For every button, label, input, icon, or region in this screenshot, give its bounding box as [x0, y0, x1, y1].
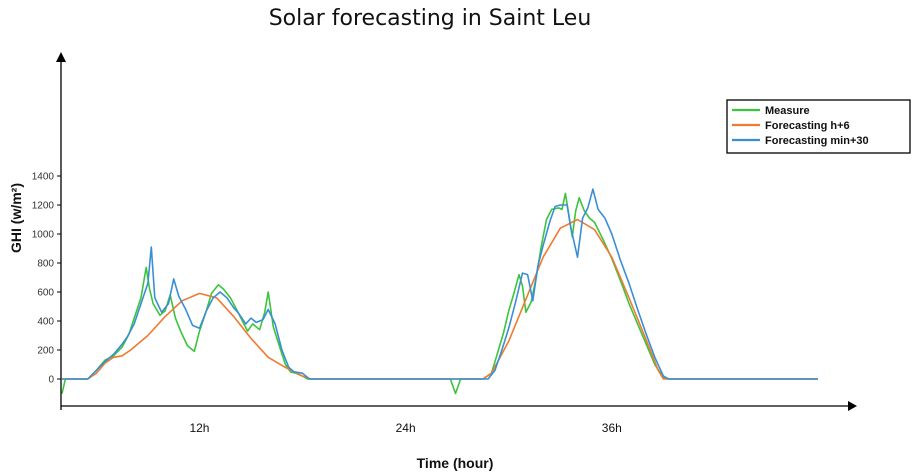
series-line-measure: [61, 192, 818, 395]
y-tick-label: 800: [37, 259, 54, 270]
legend-label-measure: Measure: [765, 105, 810, 117]
chart-title: Solar forecasting in Saint Leu: [268, 6, 592, 31]
x-tick-label: 12h: [189, 421, 209, 435]
y-ticks: 0 200 400 600 800 1000 1200 1400: [32, 172, 61, 386]
y-tick-label: 400: [37, 317, 54, 328]
x-ticks: 12h 24h 36h: [189, 421, 621, 435]
y-tick-label: 0: [48, 375, 54, 386]
legend-label-forecasting-min-30: Forecasting min+30: [765, 135, 869, 147]
y-tick-label: 600: [37, 288, 54, 299]
y-axis-label: GHI (w/m²): [8, 183, 24, 253]
legend: Measure Forecasting h+6 Forecasting min+30: [726, 99, 911, 154]
y-tick-label: 1200: [32, 201, 55, 212]
x-tick-label: 36h: [602, 421, 622, 435]
x-axis-label: Time (hour): [417, 455, 494, 471]
y-axis-arrow: [56, 52, 66, 62]
legend-label-forecasting-h-6: Forecasting h+6: [765, 120, 850, 132]
legend-box: [726, 99, 911, 154]
x-tick-label: 24h: [396, 421, 416, 435]
series-layer: [61, 188, 818, 395]
y-tick-label: 1400: [32, 172, 55, 183]
x-axis-arrow: [848, 401, 857, 411]
series-line-forecasting-min-30: [62, 188, 818, 380]
series-line-forecasting-h-6: [62, 218, 818, 380]
y-tick-label: 1000: [32, 230, 55, 241]
y-tick-label: 200: [37, 346, 54, 357]
